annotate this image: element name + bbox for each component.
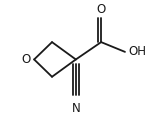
Text: OH: OH	[128, 45, 146, 58]
Text: O: O	[21, 53, 30, 66]
Text: O: O	[97, 3, 106, 16]
Text: N: N	[71, 102, 80, 115]
